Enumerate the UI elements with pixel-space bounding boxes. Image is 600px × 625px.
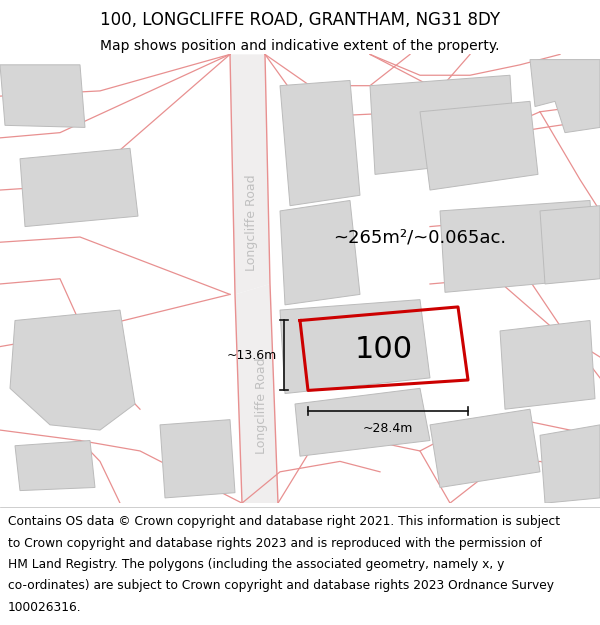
- Polygon shape: [10, 310, 135, 430]
- Polygon shape: [370, 75, 515, 174]
- Polygon shape: [500, 321, 595, 409]
- Text: co-ordinates) are subject to Crown copyright and database rights 2023 Ordnance S: co-ordinates) are subject to Crown copyr…: [8, 579, 554, 592]
- Text: Longcliffe Road: Longcliffe Road: [245, 174, 259, 271]
- Text: HM Land Registry. The polygons (including the associated geometry, namely x, y: HM Land Registry. The polygons (includin…: [8, 558, 504, 571]
- Polygon shape: [420, 101, 538, 190]
- Polygon shape: [0, 65, 85, 128]
- Polygon shape: [295, 388, 430, 456]
- Polygon shape: [235, 284, 278, 503]
- Polygon shape: [160, 419, 235, 498]
- Polygon shape: [280, 201, 360, 305]
- Text: to Crown copyright and database rights 2023 and is reproduced with the permissio: to Crown copyright and database rights 2…: [8, 537, 542, 549]
- Text: Longcliffe Road: Longcliffe Road: [256, 357, 269, 454]
- Polygon shape: [15, 441, 95, 491]
- Polygon shape: [430, 409, 540, 488]
- Text: Map shows position and indicative extent of the property.: Map shows position and indicative extent…: [100, 39, 500, 53]
- Polygon shape: [20, 148, 138, 227]
- Polygon shape: [280, 81, 360, 206]
- Text: ~13.6m: ~13.6m: [227, 349, 277, 362]
- Polygon shape: [230, 54, 270, 294]
- Text: 100, LONGCLIFFE ROAD, GRANTHAM, NG31 8DY: 100, LONGCLIFFE ROAD, GRANTHAM, NG31 8DY: [100, 11, 500, 29]
- Polygon shape: [530, 59, 600, 132]
- Polygon shape: [540, 425, 600, 503]
- Text: ~28.4m: ~28.4m: [363, 422, 413, 435]
- Text: 100: 100: [355, 335, 413, 364]
- Polygon shape: [440, 201, 595, 292]
- Text: Contains OS data © Crown copyright and database right 2021. This information is : Contains OS data © Crown copyright and d…: [8, 515, 560, 528]
- Polygon shape: [540, 206, 600, 284]
- Polygon shape: [280, 299, 430, 394]
- Text: 100026316.: 100026316.: [8, 601, 82, 614]
- Text: ~265m²/~0.065ac.: ~265m²/~0.065ac.: [334, 228, 506, 246]
